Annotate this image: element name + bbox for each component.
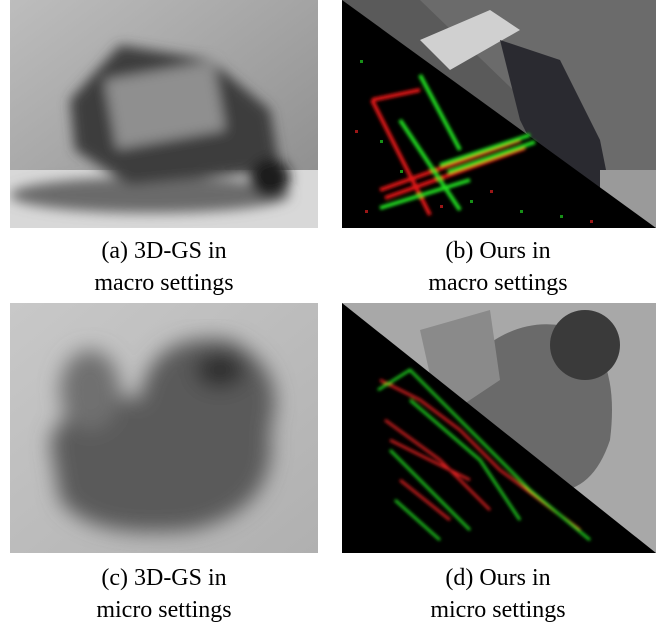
caption-line: macro settings — [94, 270, 233, 296]
caption-line: (a) 3D-GS in — [101, 238, 226, 264]
caption-line: (d) Ours in — [445, 565, 550, 591]
image-d — [342, 303, 656, 553]
page: (a) 3D-GS in macro settings (b) Ours in … — [0, 0, 667, 625]
caption-line: micro settings — [96, 597, 231, 623]
caption-line: micro settings — [430, 597, 565, 623]
figure: (a) 3D-GS in macro settings (b) Ours in … — [0, 0, 667, 625]
caption-line: (b) Ours in — [445, 238, 550, 264]
caption-line: (c) 3D-GS in — [101, 565, 226, 591]
caption-line: macro settings — [428, 270, 567, 296]
image-a — [10, 0, 318, 228]
image-b — [342, 0, 656, 228]
image-c — [10, 303, 318, 553]
